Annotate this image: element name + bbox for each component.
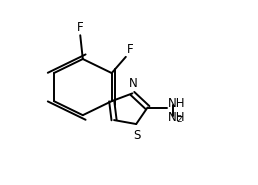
Text: N: N — [128, 77, 137, 90]
Text: 2: 2 — [177, 115, 182, 124]
Text: F: F — [127, 43, 134, 56]
Text: NH: NH — [168, 111, 186, 124]
Text: F: F — [77, 21, 84, 34]
Text: S: S — [133, 129, 140, 142]
Text: NH: NH — [168, 97, 186, 110]
